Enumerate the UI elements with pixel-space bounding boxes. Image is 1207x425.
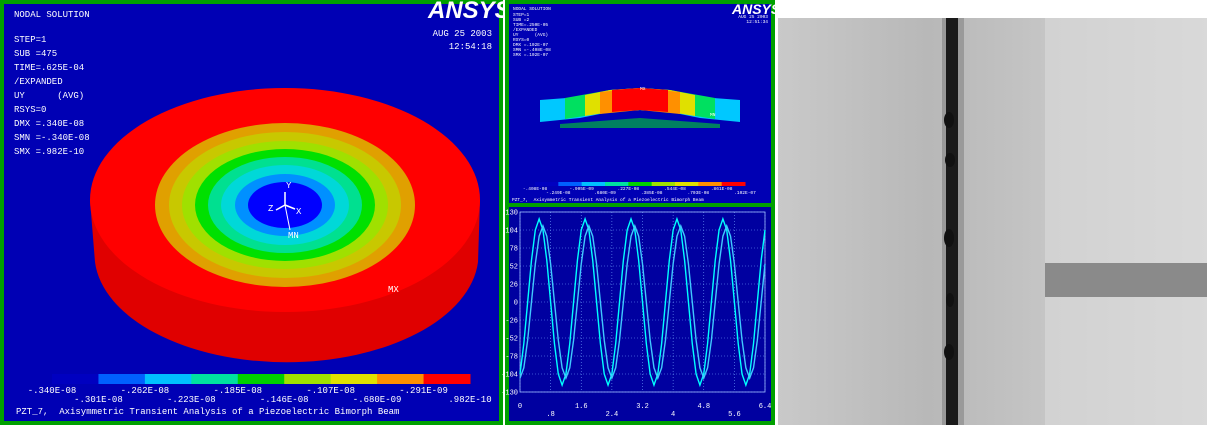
legend-swatch	[605, 182, 629, 186]
legend-label: .385E-08	[641, 190, 663, 196]
legend-label: -.408E-08	[523, 186, 548, 192]
legend-label: .227E-08	[618, 186, 640, 192]
x-tick-label: 3.2	[636, 403, 649, 411]
screenshot: NODAL SOLUTION ANSYS AUG 25 2003 12:54:1…	[0, 0, 1207, 425]
x-tick-label: 5.6	[728, 411, 741, 419]
x-tick-label: 2.4	[606, 411, 619, 419]
info-line: SMX =.102E-07	[513, 52, 548, 58]
legend-label: -.680E-09	[353, 395, 402, 405]
legend-swatch	[424, 374, 471, 384]
legend-swatch	[535, 182, 559, 186]
y-tick-label: -78	[505, 354, 518, 362]
info-line: STEP=1	[14, 35, 46, 45]
max-label: MX	[388, 285, 399, 295]
legend-swatch	[284, 374, 331, 384]
info-line: RSYS=0	[14, 105, 46, 115]
info-line: SUB =475	[14, 49, 57, 59]
legend-swatch	[145, 374, 192, 384]
y-tick-label: 78	[510, 246, 518, 254]
logo: ANSYS	[427, 0, 511, 24]
photo	[778, 18, 1207, 425]
bead	[944, 112, 954, 128]
y-tick-label: 104	[505, 228, 518, 236]
legend-swatch	[628, 182, 652, 186]
time: 12:54:18	[449, 42, 492, 52]
legend-label: -.262E-08	[121, 386, 170, 396]
legend-label: -.905E-09	[570, 186, 595, 192]
disk-model	[90, 88, 480, 362]
info-line: SMN =-.340E-08	[14, 133, 90, 143]
legend-swatch	[98, 374, 145, 384]
legend-label: -.107E-08	[306, 386, 355, 396]
legend-swatch	[558, 182, 582, 186]
legend-label: -.223E-08	[167, 395, 216, 405]
legend-swatch	[191, 374, 238, 384]
legend-label: -.249E-08	[546, 190, 571, 196]
y-tick-label: -26	[505, 318, 518, 326]
legend-label: .703E-08	[688, 190, 710, 196]
legend-label: .680E-09	[594, 190, 616, 196]
panel-title: NODAL SOLUTION	[14, 10, 90, 20]
axis-label: X	[296, 207, 302, 217]
x-tick-label: .8	[546, 411, 554, 419]
legend-label: .982E-10	[448, 395, 491, 405]
x-tick-label: 4	[671, 411, 675, 419]
axis-label: Z	[268, 204, 274, 214]
x-tick-label: 0	[518, 403, 522, 411]
info-line: UY (AVG)	[14, 91, 84, 101]
legend-label: -.301E-08	[74, 395, 123, 405]
fiber	[946, 18, 958, 425]
panel-title: NODAL SOLUTION	[513, 6, 551, 12]
photo-region	[1045, 18, 1207, 425]
legend-swatch	[52, 374, 99, 384]
legend-swatch	[675, 182, 699, 186]
legend-swatch	[331, 374, 378, 384]
legend-swatch	[652, 182, 676, 186]
y-tick-label: 26	[510, 282, 518, 290]
legend-label: .544E-08	[664, 186, 686, 192]
min-label: MN	[710, 112, 716, 118]
min-label: MN	[288, 231, 299, 241]
legend-label: -.340E-08	[28, 386, 77, 396]
info-line: TIME=.625E-04	[14, 63, 84, 73]
legend-swatch	[722, 182, 746, 186]
info-line: DMX =.340E-08	[14, 119, 84, 129]
y-tick-label: -104	[501, 372, 518, 380]
bead	[946, 293, 954, 307]
y-tick-label: -130	[501, 390, 518, 398]
info-line: SMX =.982E-10	[14, 147, 84, 157]
axis-label: Y	[286, 181, 292, 191]
caption: PZT_7, Axisymmetric Transient Analysis o…	[512, 197, 704, 203]
y-tick-label: 0	[514, 300, 518, 308]
info-line: /EXPANDED	[14, 77, 63, 87]
date: AUG 25 2003	[433, 29, 492, 39]
x-tick-label: 4.8	[697, 403, 710, 411]
bead	[944, 229, 954, 247]
legend-label: -.291E-09	[399, 386, 448, 396]
legend-swatch	[238, 374, 285, 384]
legend-swatch	[698, 182, 722, 186]
max-label: MX	[640, 86, 646, 92]
y-tick-label: 52	[510, 264, 518, 272]
legend-label: .861E-08	[711, 186, 733, 192]
x-tick-label: 6.4	[759, 403, 772, 411]
time: 12:51:34	[746, 19, 768, 25]
legend-swatch	[377, 374, 424, 384]
bead	[944, 344, 954, 360]
legend-label: -.146E-08	[260, 395, 309, 405]
caption: PZT_7, Axisymmetric Transient Analysis o…	[16, 407, 399, 417]
cantilever	[1045, 263, 1207, 297]
x-tick-label: 1.6	[575, 403, 588, 411]
y-tick-label: -52	[505, 336, 518, 344]
legend-label: -.185E-08	[213, 386, 262, 396]
legend-label: .102E-07	[734, 190, 756, 196]
y-tick-label: 130	[505, 210, 518, 218]
bead	[945, 153, 955, 167]
legend-swatch	[582, 182, 606, 186]
